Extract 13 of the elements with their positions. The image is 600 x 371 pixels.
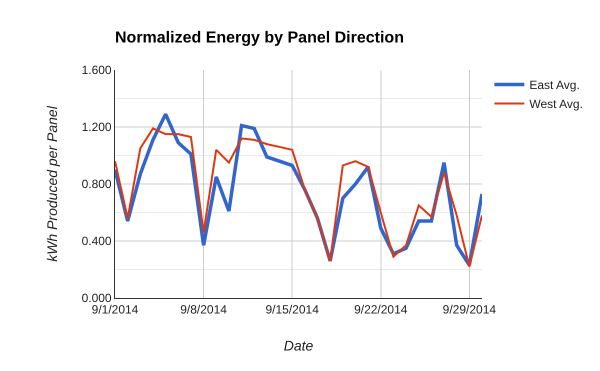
- y-tick-label: 0.400: [82, 234, 112, 248]
- x-axis-title: Date: [284, 338, 314, 354]
- y-tick-label: 1.200: [82, 120, 112, 134]
- y-axis-title: kWh Produced per Panel: [44, 105, 60, 262]
- x-tick-label: 9/29/2014: [442, 302, 496, 316]
- x-tick-label: 9/22/2014: [354, 302, 408, 316]
- chart-title: Normalized Energy by Panel Direction: [115, 30, 404, 47]
- y-tick-label: 0.800: [82, 177, 112, 192]
- legend-label: West Avg.: [529, 97, 583, 112]
- x-tick-label: 9/15/2014: [265, 302, 320, 316]
- x-tick-label: 9/8/2014: [180, 302, 228, 316]
- legend-label: East Avg.: [529, 78, 580, 92]
- y-tick-label: 1.600: [82, 63, 112, 78]
